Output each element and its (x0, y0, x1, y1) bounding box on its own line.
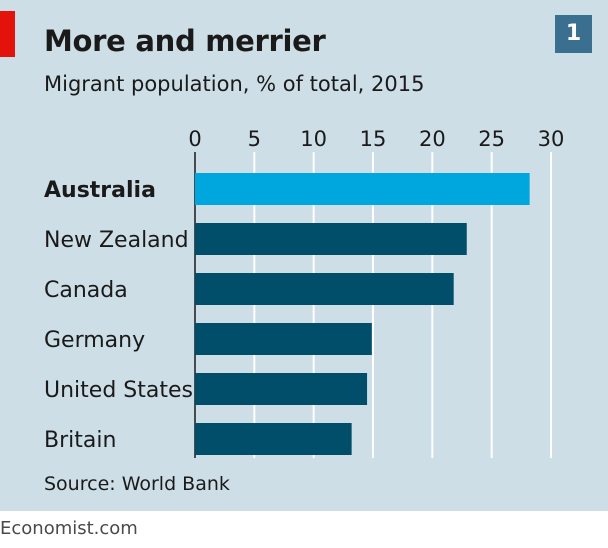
bar-britain (195, 423, 352, 455)
x-tick-label: 5 (248, 127, 261, 151)
chart-number-badge: 1 (555, 15, 592, 53)
bar-canada (195, 273, 454, 305)
bar-united-states (195, 373, 368, 405)
category-label: New Zealand (44, 228, 189, 253)
chart-subtitle: Migrant population, % of total, 2015 (44, 72, 425, 96)
chart-title: More and merrier (44, 24, 326, 58)
category-label: United States (44, 378, 193, 403)
bar-new-zealand (195, 223, 467, 255)
x-tick-label: 30 (538, 127, 565, 151)
bar-chart: 0 5 10 15 20 25 30 Australia New Zealand Canada Ge… (44, 127, 565, 458)
category-label: Germany (44, 328, 145, 353)
x-tick-label: 20 (419, 127, 446, 151)
bar-australia (195, 173, 530, 205)
bar-germany (195, 323, 372, 355)
x-tick-label: 25 (478, 127, 505, 151)
red-accent-tag (0, 11, 15, 57)
category-label: Australia (44, 178, 156, 203)
x-tick-label: 0 (188, 127, 201, 151)
x-tick-label: 10 (300, 127, 327, 151)
x-tick-label: 15 (360, 127, 387, 151)
brand-credit: Economist.com (0, 518, 138, 539)
category-label: Canada (44, 278, 128, 303)
source-note: Source: World Bank (44, 473, 230, 495)
category-label: Britain (44, 428, 116, 453)
